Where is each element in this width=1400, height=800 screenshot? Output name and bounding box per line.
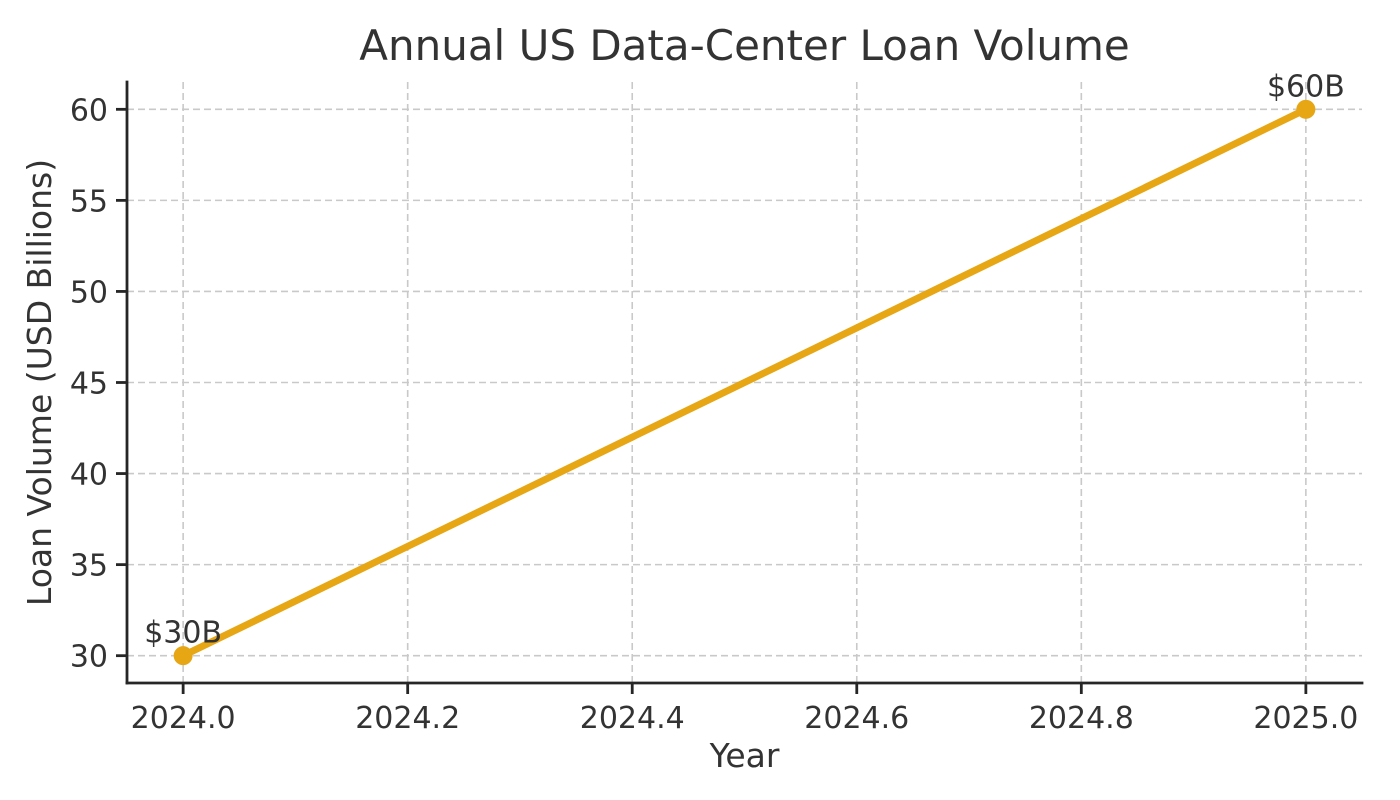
x-tick-label: 2025.0 <box>1253 701 1358 736</box>
y-tick-label: 60 <box>70 93 108 128</box>
y-tick-label: 40 <box>70 458 108 493</box>
tick-labels: 2024.0 2024.2 2024.4 2024.6 2024.8 2025.0 30 35… <box>70 93 1359 736</box>
data-point <box>173 646 193 666</box>
x-tick-label: 2024.0 <box>131 701 236 736</box>
y-tick-label: 30 <box>70 640 108 675</box>
gridlines <box>127 82 1362 683</box>
x-axis-label: Year <box>709 736 780 775</box>
loan-volume-series <box>173 99 1316 666</box>
chart-title: Annual US Data-Center Loan Volume <box>359 21 1130 70</box>
series-line <box>179 105 1310 660</box>
y-tick-label: 35 <box>70 549 108 584</box>
x-tick-label: 2024.6 <box>804 701 909 736</box>
y-axis-label: Loan Volume (USD Billions) <box>20 159 59 606</box>
axes <box>116 80 1364 694</box>
y-tick-label: 45 <box>70 367 108 402</box>
x-tick-label: 2024.8 <box>1029 701 1134 736</box>
y-tick-label: 55 <box>70 184 108 219</box>
data-point <box>1296 99 1316 119</box>
y-tick-label: 50 <box>70 275 108 310</box>
point-annotations: $30B $60B <box>144 69 1345 650</box>
point-label: $30B <box>144 616 222 651</box>
x-tick-label: 2024.4 <box>580 701 685 736</box>
point-label: $60B <box>1267 69 1345 104</box>
x-tick-label: 2024.2 <box>355 701 460 736</box>
